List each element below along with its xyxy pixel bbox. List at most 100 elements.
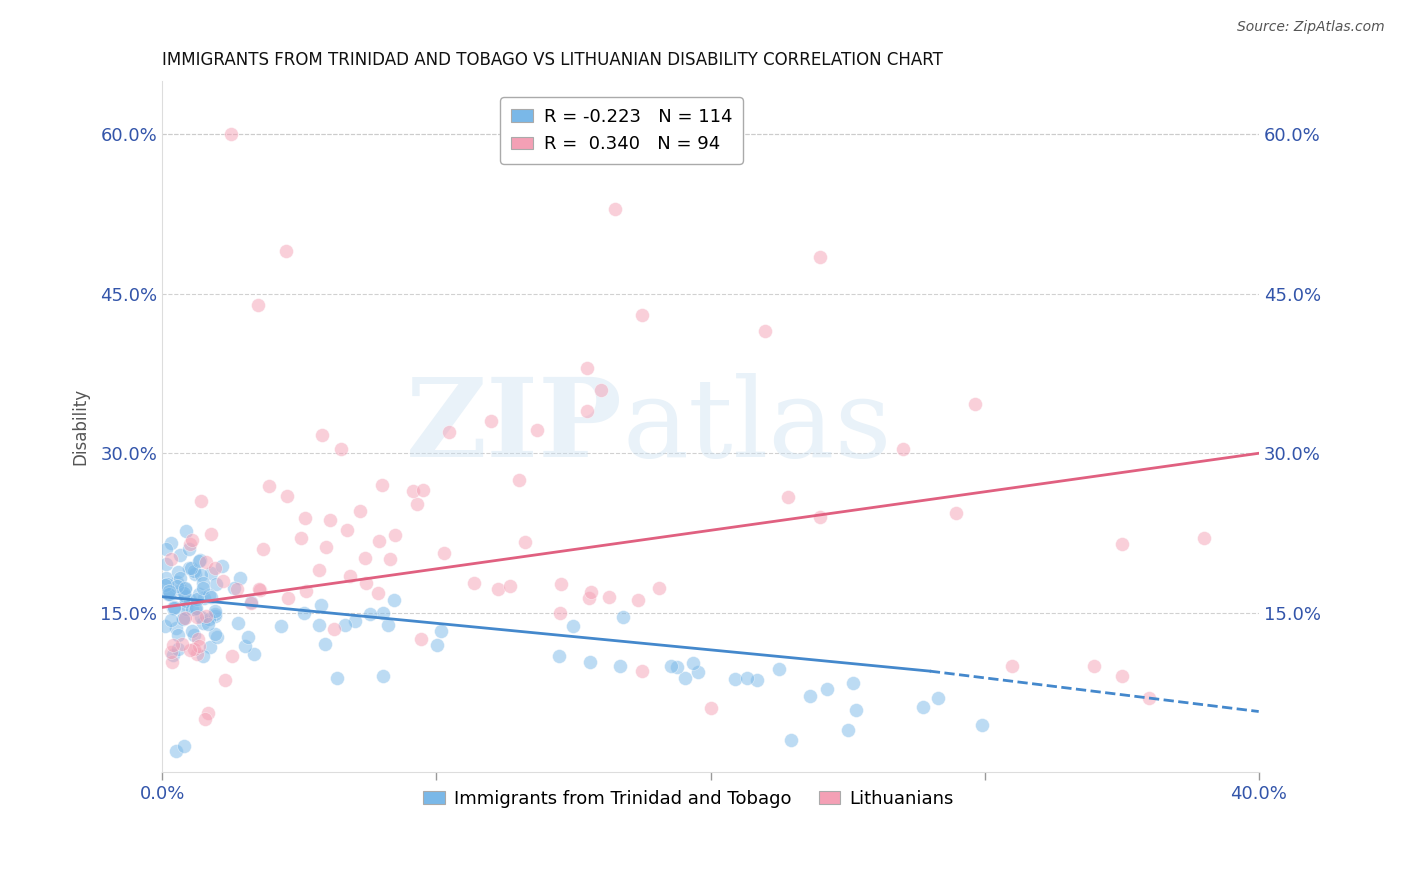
Point bbox=[659, 659, 682, 673]
Point bbox=[277, 591, 299, 605]
Point bbox=[163, 600, 186, 615]
Point bbox=[799, 689, 821, 703]
Point bbox=[153, 578, 176, 592]
Point bbox=[411, 632, 433, 646]
Point bbox=[1083, 658, 1105, 673]
Point bbox=[204, 561, 226, 575]
Point bbox=[179, 593, 201, 607]
Point bbox=[191, 575, 214, 590]
Point bbox=[167, 628, 190, 642]
Point bbox=[308, 617, 330, 632]
Point bbox=[172, 611, 194, 625]
Point bbox=[186, 647, 208, 661]
Point bbox=[191, 615, 214, 630]
Point bbox=[315, 540, 337, 554]
Point bbox=[405, 498, 427, 512]
Point bbox=[631, 664, 654, 678]
Point bbox=[808, 510, 831, 524]
Point bbox=[221, 648, 243, 663]
Point bbox=[437, 425, 460, 439]
Point bbox=[359, 607, 381, 621]
Point bbox=[754, 324, 776, 338]
Point bbox=[508, 473, 530, 487]
Point bbox=[187, 587, 209, 601]
Point bbox=[499, 579, 522, 593]
Point bbox=[1111, 669, 1133, 683]
Point bbox=[179, 541, 201, 556]
Point bbox=[160, 655, 183, 669]
Point bbox=[173, 581, 195, 595]
Point bbox=[212, 574, 235, 588]
Point bbox=[486, 582, 509, 597]
Point bbox=[169, 571, 191, 585]
Point bbox=[174, 582, 197, 596]
Point bbox=[377, 617, 399, 632]
Point bbox=[1001, 658, 1024, 673]
Point bbox=[479, 414, 502, 428]
Point bbox=[174, 597, 197, 611]
Point bbox=[165, 744, 187, 758]
Point bbox=[699, 701, 721, 715]
Point bbox=[190, 568, 212, 582]
Point bbox=[344, 614, 367, 628]
Point bbox=[236, 630, 259, 644]
Legend: Immigrants from Trinidad and Tobago, Lithuanians: Immigrants from Trinidad and Tobago, Lit… bbox=[416, 782, 960, 815]
Point bbox=[162, 648, 184, 662]
Point bbox=[174, 589, 197, 603]
Point bbox=[433, 546, 456, 560]
Point bbox=[290, 531, 312, 545]
Point bbox=[204, 603, 226, 617]
Point bbox=[187, 632, 209, 647]
Point bbox=[371, 607, 394, 621]
Point bbox=[159, 587, 181, 601]
Point bbox=[333, 618, 356, 632]
Point bbox=[576, 404, 599, 418]
Point bbox=[579, 585, 602, 599]
Point bbox=[526, 423, 548, 437]
Point bbox=[226, 616, 249, 631]
Point bbox=[180, 561, 202, 575]
Point bbox=[274, 244, 297, 259]
Point bbox=[815, 681, 838, 696]
Text: atlas: atlas bbox=[623, 373, 893, 480]
Point bbox=[609, 658, 631, 673]
Point bbox=[842, 676, 865, 690]
Point bbox=[219, 128, 242, 142]
Point bbox=[627, 593, 650, 607]
Point bbox=[205, 576, 228, 591]
Point bbox=[204, 607, 226, 621]
Point bbox=[159, 586, 181, 600]
Point bbox=[249, 582, 271, 597]
Point bbox=[165, 621, 187, 635]
Point bbox=[648, 581, 671, 595]
Point bbox=[311, 598, 333, 612]
Point bbox=[247, 582, 270, 596]
Point bbox=[401, 484, 423, 499]
Point bbox=[548, 648, 571, 663]
Point bbox=[579, 655, 602, 669]
Point bbox=[155, 571, 177, 585]
Point bbox=[349, 504, 371, 518]
Point bbox=[159, 535, 181, 549]
Point bbox=[166, 574, 188, 589]
Point bbox=[735, 671, 758, 685]
Point bbox=[911, 700, 934, 714]
Point bbox=[197, 616, 219, 631]
Point bbox=[247, 297, 270, 311]
Y-axis label: Disability: Disability bbox=[72, 388, 89, 466]
Point bbox=[576, 361, 599, 376]
Point bbox=[336, 524, 359, 538]
Point bbox=[578, 591, 600, 606]
Point bbox=[548, 606, 571, 620]
Point bbox=[229, 570, 252, 584]
Point bbox=[181, 601, 204, 615]
Point bbox=[354, 575, 377, 590]
Point bbox=[169, 549, 191, 563]
Text: IMMIGRANTS FROM TRINIDAD AND TOBAGO VS LITHUANIAN DISABILITY CORRELATION CHART: IMMIGRANTS FROM TRINIDAD AND TOBAGO VS L… bbox=[162, 51, 943, 69]
Point bbox=[1137, 690, 1160, 705]
Point bbox=[673, 671, 696, 685]
Point bbox=[808, 250, 831, 264]
Point bbox=[257, 479, 280, 493]
Point bbox=[325, 671, 347, 685]
Point bbox=[184, 601, 207, 615]
